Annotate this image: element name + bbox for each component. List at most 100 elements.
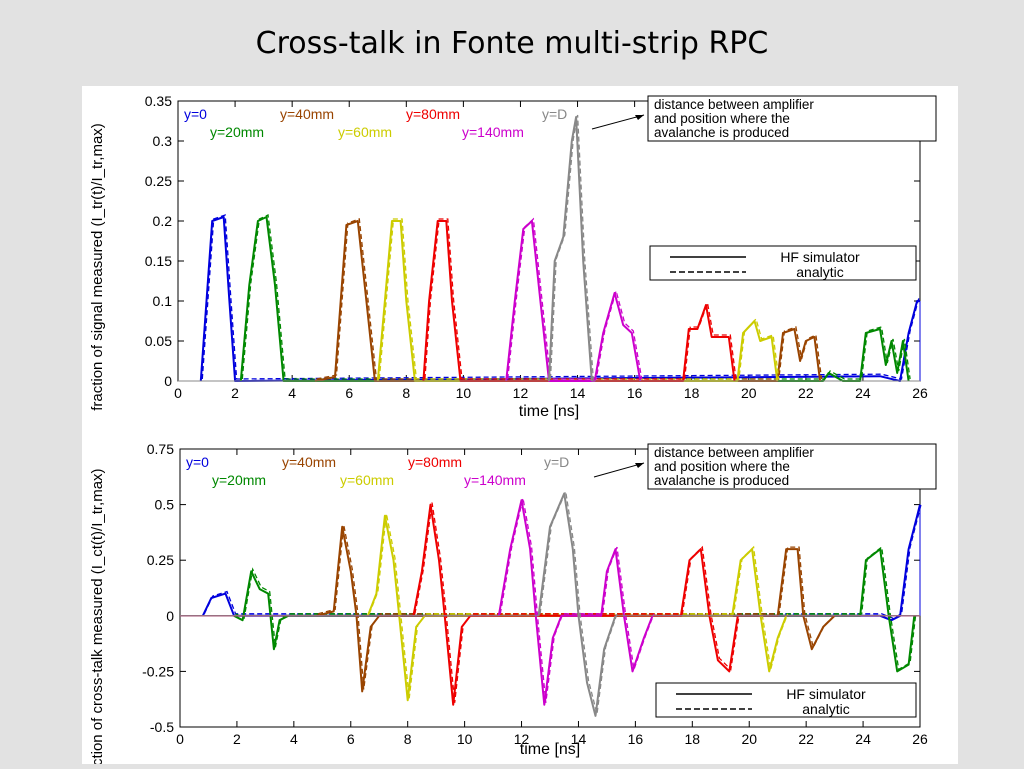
- annotation-text-line: and position where the: [654, 111, 790, 126]
- x-tick-label: 12: [513, 385, 529, 401]
- x-tick-label: 16: [628, 731, 644, 747]
- x-tick-label: 6: [347, 731, 355, 747]
- slide-title: Cross-talk in Fonte multi-strip RPC: [255, 26, 769, 61]
- series-y140-sim: [497, 499, 654, 706]
- series-y80-sim: [412, 503, 739, 706]
- x-tick-label: 24: [855, 385, 871, 401]
- x-tick-label: 18: [684, 385, 700, 401]
- x-tick-label: 14: [570, 385, 586, 401]
- annotation-box: [647, 95, 937, 142]
- x-tick-label: 12: [514, 731, 530, 747]
- series-y140-analytic: [499, 498, 655, 703]
- annotation-text-line: distance between amplifier: [654, 97, 814, 112]
- series-y0-sim: [199, 216, 920, 382]
- legend-label-y40: y=40mm: [282, 454, 336, 470]
- annotation-text-line: avalanche is produced: [654, 125, 789, 140]
- line-legend-label: HF simulator: [780, 249, 860, 265]
- x-tick-label: 10: [457, 731, 473, 747]
- series-y20-analytic: [235, 545, 917, 671]
- y-tick-label: -0.25: [142, 663, 174, 679]
- legend-label-y20: y=20mm: [212, 472, 266, 488]
- x-tick-label: 14: [571, 731, 587, 747]
- series-y80-analytic: [414, 502, 740, 703]
- x-tick-label: 8: [404, 731, 412, 747]
- x-tick-label: 0: [174, 385, 182, 401]
- line-legend-label: HF simulator: [786, 686, 866, 702]
- annotation-arrowhead: [635, 115, 644, 120]
- x-tick-label: 16: [627, 385, 643, 401]
- chart-1: 0 2 4 6 8 10 12 14 16 18 20 22 24 2600.050.10.150.20.…: [89, 93, 937, 420]
- chart-2: 0 2 4 6 8 10 12 14 16 18 20 22 24 26-0.5-0.2500.250.5…: [89, 441, 937, 769]
- series-y60-analytic: [378, 218, 780, 380]
- y-tick-label: 0.35: [145, 93, 172, 109]
- x-axis-label: time [ns]: [519, 403, 579, 420]
- x-tick-label: 2: [233, 731, 241, 747]
- y-tick-label: 0.5: [155, 497, 175, 513]
- series-y0-baseline: [180, 504, 921, 617]
- annotation-box: [647, 443, 937, 490]
- series-y140-analytic: [507, 217, 643, 380]
- series-y20-analytic: [241, 214, 911, 380]
- x-tick-label: 20: [741, 385, 757, 401]
- legend-label-y40: y=40mm: [280, 106, 334, 122]
- annotation-arrow: [593, 462, 645, 478]
- series-y60-sim: [376, 220, 779, 382]
- series-yD-sim: [548, 116, 593, 382]
- series-yD-sim: [537, 492, 617, 717]
- series-y60-analytic: [368, 513, 789, 699]
- x-axis-label: time [ns]: [520, 741, 580, 758]
- legend-label-yD: y=D: [542, 106, 567, 122]
- y-axis-label: fraction of signal measured (I_tr(t)/I_t…: [89, 123, 106, 411]
- y-tick-label: 0.25: [145, 173, 172, 189]
- legend-label-yD: y=D: [544, 454, 569, 470]
- y-axis-label: fraction of cross-talk measured (I_ct(t)…: [89, 468, 106, 764]
- x-tick-label: 8: [402, 385, 410, 401]
- annotation-text-line: and position where the: [654, 459, 790, 474]
- x-tick-label: 26: [912, 731, 928, 747]
- x-tick-label: 4: [290, 731, 298, 747]
- x-tick-label: 18: [685, 731, 701, 747]
- series-y40-analytic: [316, 218, 823, 380]
- series-yD-analytic: [549, 114, 594, 380]
- line-legend-label: analytic: [796, 264, 843, 280]
- series-yD-analytic: [539, 489, 618, 715]
- series-y0-analytic: [201, 214, 922, 380]
- legend-label-y60: y=60mm: [340, 472, 394, 488]
- x-tick-label: 26: [912, 385, 928, 401]
- y-tick-label: 0.1: [153, 293, 173, 309]
- annotation-text-line: avalanche is produced: [654, 473, 789, 488]
- legend-label-y20: y=20mm: [210, 124, 264, 140]
- x-tick-label: 22: [798, 731, 814, 747]
- legend-label-y0: y=0: [186, 454, 209, 470]
- y-tick-label: 0: [166, 608, 174, 624]
- legend-label-y0: y=0: [184, 106, 207, 122]
- y-tick-label: -0.5: [150, 719, 174, 735]
- x-tick-label: 20: [741, 731, 757, 747]
- x-tick-label: 0: [176, 731, 184, 747]
- line-legend-box: [649, 245, 917, 281]
- charts-svg: 0 2 4 6 8 10 12 14 16 18 20 22 24 2600.050.10.150.20.…: [89, 93, 937, 769]
- series-y140-sim: [505, 220, 642, 382]
- x-tick-label: 2: [231, 385, 239, 401]
- y-tick-label: 0.25: [147, 552, 174, 568]
- x-tick-label: 22: [798, 385, 814, 401]
- series-y80-sim: [422, 220, 736, 382]
- legend-label-y140: y=140mm: [464, 472, 526, 488]
- series-y40-analytic: [317, 524, 837, 690]
- legend-label-y80: y=80mm: [406, 106, 460, 122]
- y-tick-label: 0.05: [145, 333, 172, 349]
- x-tick-label: 10: [456, 385, 472, 401]
- legend-label-y80: y=80mm: [408, 454, 462, 470]
- line-legend-box: [655, 682, 917, 718]
- annotation-text-line: distance between amplifier: [654, 445, 814, 460]
- line-legend-label: analytic: [802, 701, 849, 717]
- series-y0-analytic: [203, 502, 923, 619]
- x-tick-label: 4: [288, 385, 296, 401]
- y-tick-label: 0.3: [153, 133, 173, 149]
- annotation-arrow: [591, 114, 645, 130]
- series-y0-sim: [201, 504, 921, 622]
- legend-label-y60: y=60mm: [338, 124, 392, 140]
- series-y80-analytic: [424, 218, 737, 380]
- x-tick-label: 24: [855, 731, 871, 747]
- plot-area: 0 2 4 6 8 10 12 14 16 18 20 22 24 26 0 0.05 0.1 0.15 0.2 0.…: [82, 86, 958, 769]
